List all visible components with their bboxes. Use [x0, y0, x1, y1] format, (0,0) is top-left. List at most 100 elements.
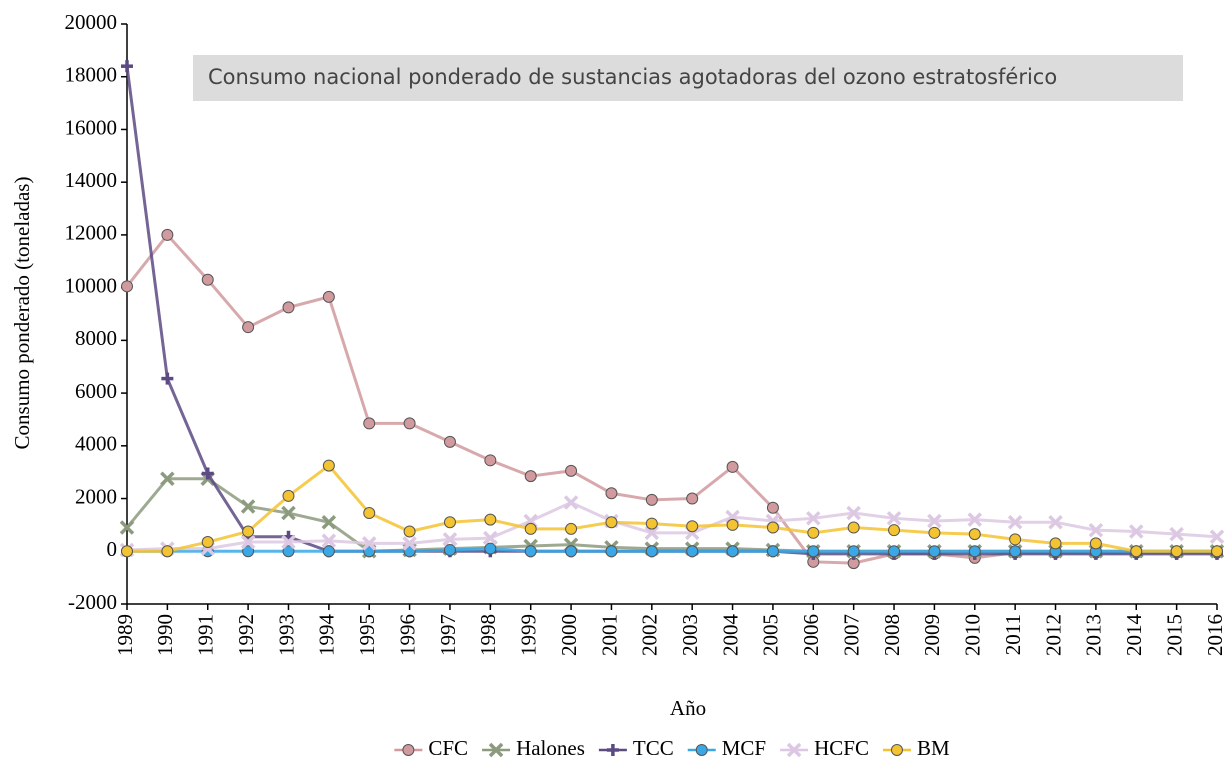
marker-stroke — [488, 742, 504, 758]
marker-stroke — [281, 534, 296, 550]
data-point — [281, 505, 296, 521]
data-point — [322, 290, 335, 303]
marker-stroke — [786, 742, 802, 758]
data-point — [565, 545, 578, 558]
y-tick-label: -2000 — [68, 590, 117, 614]
data-point — [766, 501, 779, 514]
legend-label: MCF — [722, 736, 766, 760]
x-tick-label: 2005 — [759, 614, 783, 656]
x-tick-label: 1994 — [315, 614, 339, 657]
marker-stroke — [402, 536, 417, 551]
marker-stroke — [927, 513, 942, 529]
y-tick-label: 2000 — [75, 484, 117, 508]
y-tick-label: 8000 — [75, 326, 117, 350]
data-point — [726, 518, 739, 531]
y-tick-label: 20000 — [65, 10, 118, 34]
data-point — [121, 280, 133, 293]
data-point — [484, 513, 497, 526]
data-point — [484, 454, 497, 467]
data-point — [201, 273, 214, 286]
data-point — [443, 435, 456, 448]
data-point — [1049, 537, 1062, 550]
marker-stroke — [119, 520, 135, 535]
data-point — [160, 471, 175, 487]
y-axis-label: Consumo ponderado (toneladas) — [10, 177, 34, 450]
data-point — [644, 525, 660, 541]
marker-stroke — [1048, 515, 1063, 530]
data-point — [242, 321, 255, 334]
data-point — [1088, 522, 1104, 538]
data-point — [726, 545, 739, 558]
x-tick-label: 1995 — [355, 614, 379, 656]
x-tick-label: 1990 — [153, 614, 177, 656]
data-point — [321, 515, 337, 530]
data-point — [967, 512, 983, 527]
data-point — [322, 545, 335, 558]
series-line — [126, 500, 1218, 552]
data-point — [201, 467, 214, 480]
data-point — [524, 470, 537, 483]
series-line — [127, 463, 1217, 553]
data-point — [1089, 537, 1102, 550]
data-point — [645, 493, 658, 506]
x-tick-label: 2007 — [839, 614, 863, 656]
data-point — [121, 60, 133, 73]
x-tick-label: 2003 — [678, 614, 702, 656]
legend-marker — [488, 742, 504, 758]
data-point — [242, 525, 255, 538]
marker-stroke — [846, 505, 861, 521]
data-point — [524, 522, 537, 535]
data-point — [1009, 533, 1022, 546]
data-point — [565, 464, 578, 477]
data-point — [1009, 545, 1022, 558]
marker-stroke — [281, 505, 296, 521]
x-tick-label: 1991 — [194, 614, 218, 656]
data-point — [361, 536, 377, 551]
data-point — [1170, 545, 1183, 558]
chart-title: Consumo nacional ponderado de sustancias… — [208, 65, 1057, 89]
data-point — [363, 507, 376, 520]
data-point — [686, 520, 699, 533]
legend-label: CFC — [428, 736, 468, 760]
x-tick-label: 2013 — [1082, 614, 1106, 656]
data-point — [322, 459, 335, 472]
data-point — [403, 417, 416, 430]
data-point — [1007, 515, 1023, 530]
x-tick-label: 1993 — [274, 614, 298, 656]
legend-marker — [786, 742, 802, 758]
data-point — [928, 545, 941, 558]
data-point — [321, 533, 337, 548]
x-tick-label: 1989 — [113, 614, 137, 656]
data-point — [806, 511, 821, 526]
x-axis-label: Año — [670, 696, 706, 720]
legend-label: TCC — [633, 736, 674, 760]
legend-label: BM — [917, 736, 950, 760]
legend-label: HCFC — [814, 736, 869, 760]
data-point — [1169, 526, 1184, 542]
marker-stroke — [1209, 529, 1224, 545]
x-tick-label: 2011 — [1001, 614, 1025, 655]
data-point — [1048, 515, 1063, 530]
data-point — [161, 545, 174, 558]
data-point — [524, 545, 537, 558]
data-point — [888, 524, 901, 537]
data-point — [886, 511, 902, 526]
data-point — [161, 372, 174, 385]
data-point — [605, 516, 618, 529]
data-point — [363, 417, 376, 430]
x-tick-label: 2014 — [1122, 614, 1146, 657]
data-point — [1209, 529, 1224, 545]
y-tick-label: 12000 — [65, 221, 118, 245]
data-point — [645, 517, 658, 530]
data-point — [121, 545, 133, 558]
data-point — [928, 526, 941, 539]
marker-stroke — [483, 530, 498, 546]
marker-stroke — [240, 499, 256, 514]
x-tick-label: 2012 — [1041, 614, 1065, 656]
data-point — [766, 521, 779, 534]
y-tick-label: 6000 — [75, 379, 117, 403]
x-tick-label: 2010 — [961, 614, 985, 656]
marker-stroke — [160, 471, 175, 487]
y-tick-label: 0 — [107, 537, 118, 561]
